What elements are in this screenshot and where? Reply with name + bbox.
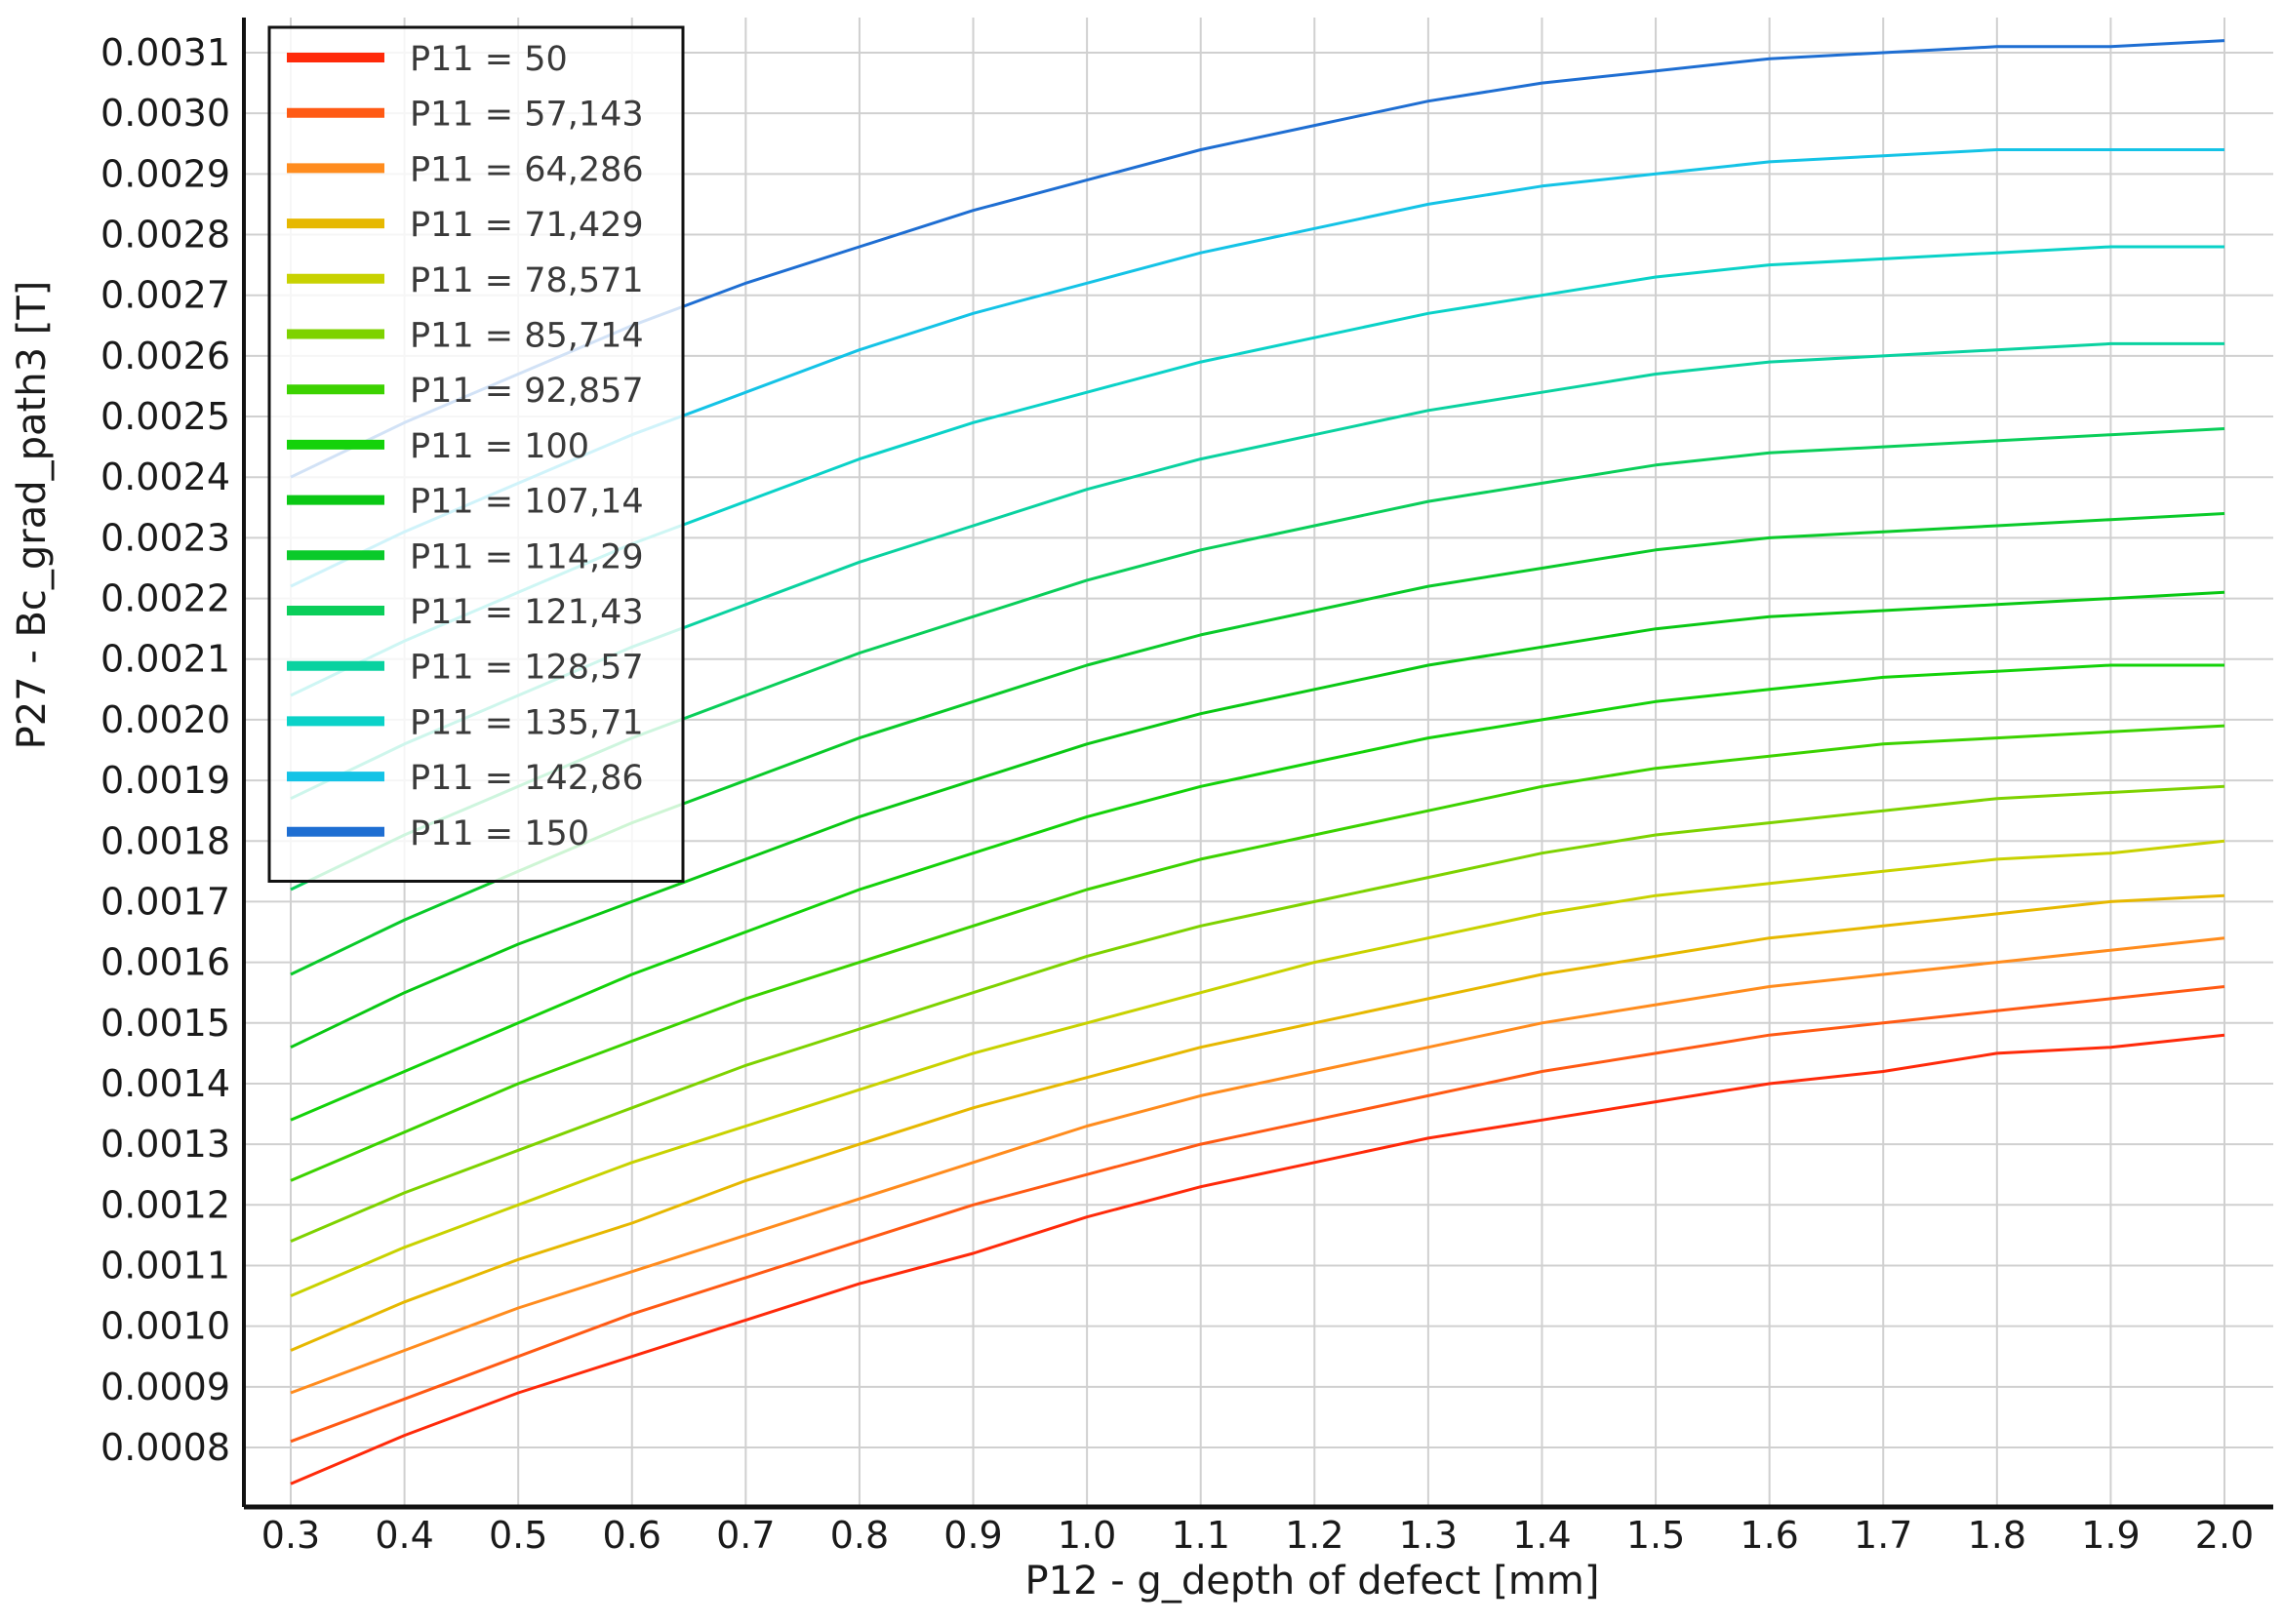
y-tick-label: 0.0021 [100, 638, 230, 681]
legend-label: P11 = 71,429 [410, 206, 644, 245]
x-tick-label: 0.3 [261, 1514, 320, 1557]
legend-label: P11 = 114,29 [410, 537, 644, 576]
y-axis-ticks: 0.0008 0.0009 0.0010 0.0011 0.0012 0.0013 0.00… [100, 31, 230, 1469]
x-tick-label: 1.0 [1058, 1514, 1116, 1557]
series-line [290, 1033, 2225, 1485]
legend-label: P11 = 150 [410, 814, 589, 853]
legend-label: P11 = 100 [410, 427, 589, 466]
x-tick-label: 2.0 [2195, 1514, 2254, 1557]
y-tick-label: 0.0026 [100, 335, 230, 377]
x-tick-label: 0.5 [489, 1514, 547, 1557]
series-line [290, 663, 2224, 1122]
series-line [290, 985, 2225, 1444]
x-tick-label: 1.5 [1626, 1514, 1685, 1557]
legend-label: P11 = 142,86 [410, 759, 644, 798]
legend-label: P11 = 107,14 [410, 483, 644, 522]
y-tick-label: 0.0018 [100, 819, 230, 862]
y-tick-label: 0.0031 [100, 31, 230, 74]
y-tick-label: 0.0024 [100, 456, 230, 498]
y-tick-label: 0.0012 [100, 1183, 230, 1226]
legend-label: P11 = 78,571 [410, 261, 644, 300]
y-axis-label: P27 - Bc_grad_path3 [T] [10, 281, 55, 750]
y-tick-label: 0.0015 [100, 1002, 230, 1045]
y-tick-label: 0.0014 [100, 1062, 230, 1105]
series-line [290, 839, 2225, 1297]
y-tick-label: 0.0011 [100, 1244, 230, 1287]
y-tick-label: 0.0025 [100, 395, 230, 438]
series-line [290, 724, 2225, 1182]
x-tick-label: 0.6 [603, 1514, 661, 1557]
x-tick-label: 0.7 [716, 1514, 775, 1557]
legend-label: P11 = 135,71 [410, 703, 644, 742]
legend-label: P11 = 85,714 [410, 317, 644, 356]
y-tick-label: 0.0027 [100, 274, 230, 317]
legend-label: P11 = 92,857 [410, 372, 644, 411]
y-tick-label: 0.0030 [100, 92, 230, 135]
legend-label: P11 = 57,143 [410, 96, 644, 135]
x-tick-label: 1.4 [1512, 1514, 1571, 1557]
x-axis-label: P12 - g_depth of defect [mm] [1025, 1559, 1600, 1604]
y-tick-label: 0.0020 [100, 698, 230, 741]
y-tick-label: 0.0016 [100, 941, 230, 984]
y-tick-label: 0.0022 [100, 577, 230, 620]
x-tick-label: 1.9 [2081, 1514, 2140, 1557]
legend-label: P11 = 50 [410, 40, 568, 79]
legend-label: P11 = 64,286 [410, 150, 644, 189]
y-tick-label: 0.0008 [100, 1426, 230, 1469]
x-tick-label: 1.7 [1854, 1514, 1912, 1557]
y-tick-label: 0.0013 [100, 1123, 230, 1166]
x-tick-label: 0.9 [943, 1514, 1002, 1557]
series-line [290, 936, 2225, 1395]
y-tick-label: 0.0023 [100, 516, 230, 559]
x-tick-label: 1.1 [1171, 1514, 1229, 1557]
legend-label: P11 = 128,57 [410, 649, 644, 688]
y-tick-label: 0.0029 [100, 152, 230, 195]
y-tick-label: 0.0009 [100, 1366, 230, 1408]
x-axis-ticks: 0.3 0.4 0.5 0.6 0.7 0.8 0.9 1.0 1.1 1.2 1.3 1.4 1.5 1… [261, 1514, 2254, 1557]
y-tick-label: 0.0019 [100, 759, 230, 802]
x-tick-label: 0.4 [375, 1514, 433, 1557]
y-tick-label: 0.0017 [100, 880, 230, 923]
series-line [290, 590, 2225, 1050]
axes [242, 18, 2273, 1510]
x-tick-label: 1.3 [1399, 1514, 1458, 1557]
x-tick-label: 1.2 [1285, 1514, 1343, 1557]
x-tick-label: 1.8 [1968, 1514, 2026, 1557]
x-tick-label: 1.6 [1740, 1514, 1798, 1557]
series-line [290, 893, 2225, 1352]
series-line [290, 784, 2225, 1243]
legend-label: P11 = 121,43 [410, 593, 644, 632]
y-tick-label: 0.0010 [100, 1305, 230, 1348]
y-tick-label: 0.0028 [100, 214, 230, 257]
legend: P11 = 50 P11 = 57,143 P11 = 64,286 P11 = 71… [267, 25, 685, 883]
x-tick-label: 0.8 [830, 1514, 889, 1557]
